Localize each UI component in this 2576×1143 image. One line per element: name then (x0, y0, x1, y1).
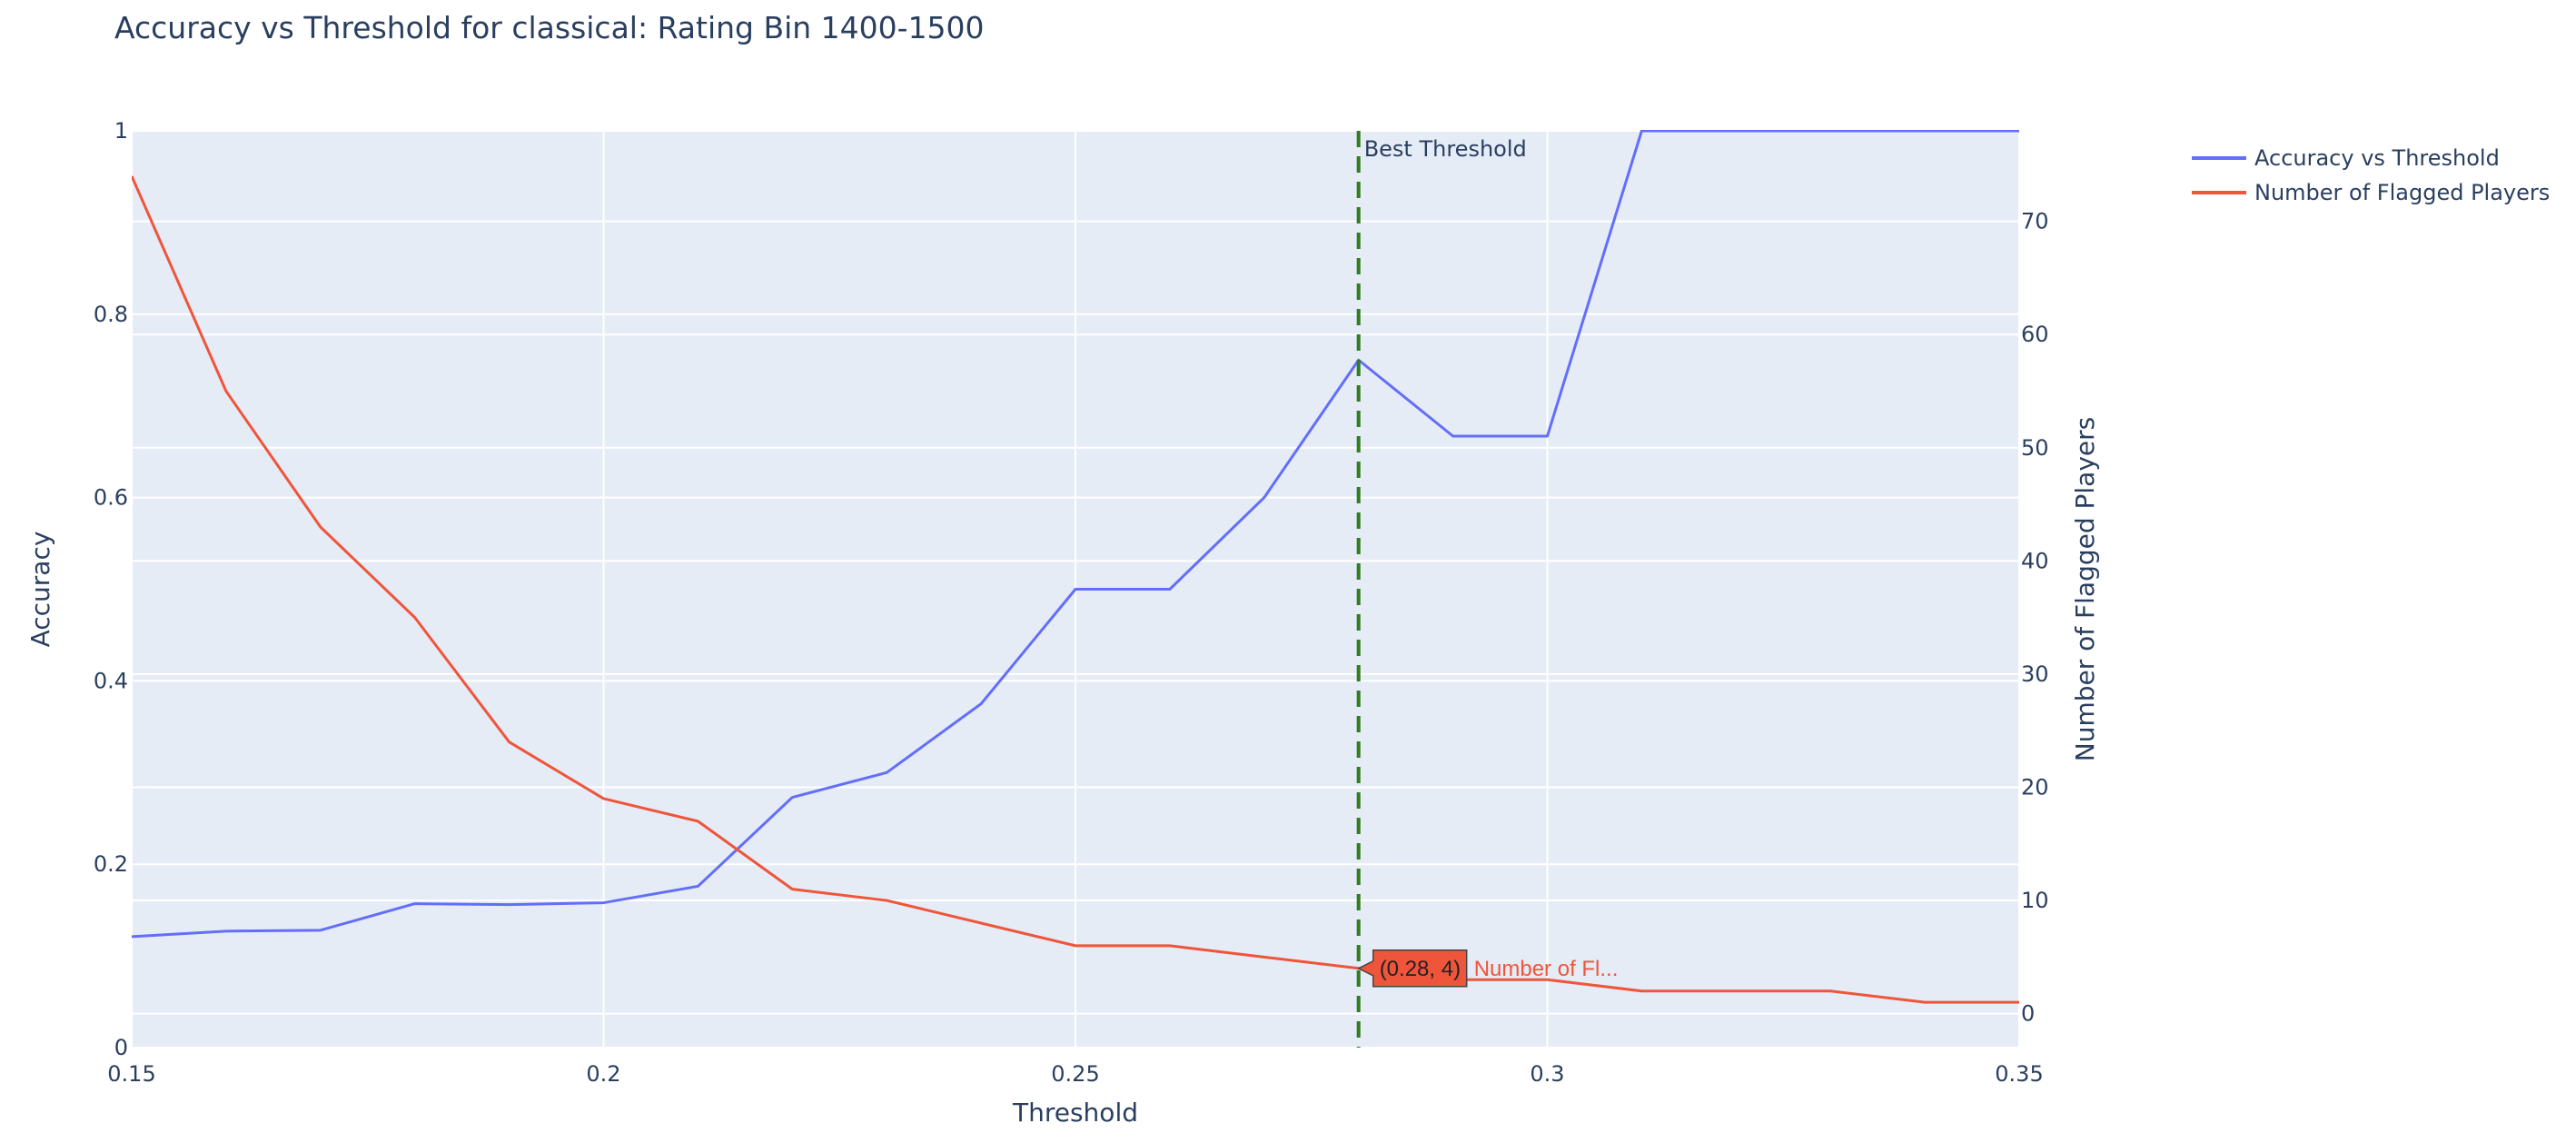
y2-tick-label: 70 (2021, 209, 2049, 234)
hover-value: (0.28, 4) (1380, 957, 1461, 981)
x-tick-label: 0.2 (586, 1061, 620, 1087)
y2-tick-label: 50 (2021, 435, 2049, 461)
y2-axis-title: Number of Flagged Players (2070, 417, 2100, 761)
y2-axis-ticks: 0 10 20 30 40 50 60 70 (2021, 209, 2049, 1027)
hover-box (1357, 949, 1468, 988)
y-axis-title: Accuracy (25, 532, 55, 648)
x-axis-ticks: 0.15 0.2 0.25 0.3 0.35 (107, 1061, 2043, 1087)
y-axis-ticks: 0 0.2 0.4 0.6 0.8 1 (94, 118, 128, 1060)
x-tick-label: 0.25 (1051, 1061, 1099, 1087)
y-tick-label: 1 (114, 118, 128, 144)
y2-tick-label: 40 (2021, 548, 2049, 573)
y-tick-label: 0 (114, 1035, 128, 1060)
y-tick-label: 0.2 (94, 851, 128, 877)
legend: Accuracy vs Threshold Number of Flagged P… (2192, 145, 2550, 205)
y2-tick-label: 0 (2021, 1001, 2035, 1027)
x-tick-label: 0.3 (1530, 1061, 1564, 1087)
y-tick-label: 0.4 (94, 668, 128, 693)
chart-title: Accuracy vs Threshold for classical: Rat… (114, 10, 985, 45)
y2-tick-label: 60 (2021, 322, 2049, 347)
x-tick-label: 0.15 (107, 1061, 155, 1087)
series-line-2 (132, 175, 2019, 1004)
legend-label: Number of Flagged Players (2254, 180, 2550, 205)
best-threshold-line: Best Threshold (1356, 131, 1527, 1048)
y-tick-label: 0.6 (94, 485, 128, 511)
legend-label: Accuracy vs Threshold (2254, 145, 2500, 171)
hover-label: (0.28, 4) Number of Fl... (1357, 949, 1619, 988)
x-axis-title: Threshold (1012, 1098, 1138, 1128)
y2-tick-label: 20 (2021, 774, 2049, 800)
series-line-1 (132, 130, 2019, 939)
x-tick-label: 0.35 (1995, 1061, 2043, 1087)
y2-tick-label: 30 (2021, 661, 2049, 687)
hover-series-name: Number of Fl... (1474, 957, 1619, 981)
series (132, 130, 2019, 1004)
y-tick-label: 0.8 (94, 302, 128, 327)
vline-label: Best Threshold (1364, 136, 1527, 162)
y2-tick-label: 10 (2021, 888, 2049, 913)
grid (131, 130, 2020, 1049)
